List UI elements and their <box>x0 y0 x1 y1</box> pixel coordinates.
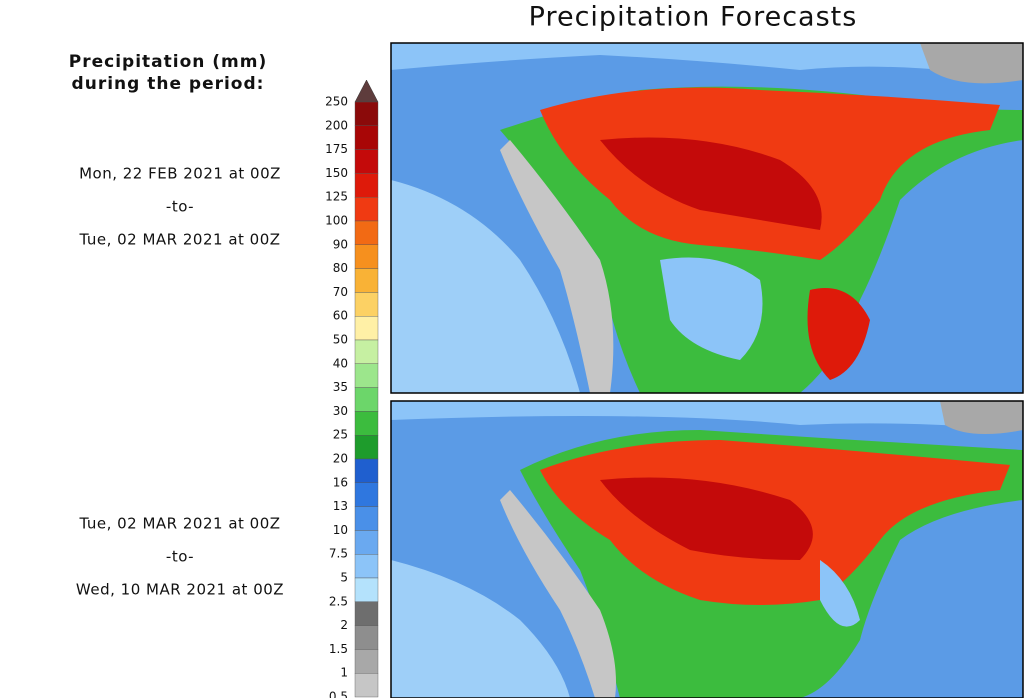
colorbar-label: 125 <box>325 190 348 204</box>
colorbar-cell <box>354 316 379 341</box>
period-sep: -to- <box>166 198 194 216</box>
colorbar-cell <box>354 411 379 436</box>
colorbar-cell <box>354 530 379 555</box>
colorbar-label: 1 <box>340 666 348 680</box>
period-end: Wed, 10 MAR 2021 at 00Z <box>76 581 284 599</box>
map-frame <box>390 42 1024 394</box>
colorbar-label: 60 <box>333 309 348 323</box>
colorbar-label: 16 <box>333 475 348 489</box>
colorbar-label: 35 <box>333 380 348 394</box>
colorbar-cell <box>354 387 379 412</box>
colorbar-label: 40 <box>333 356 348 370</box>
colorbar-cell <box>354 673 379 698</box>
colorbar-label: 13 <box>333 499 348 513</box>
colorbar-cell <box>354 625 379 650</box>
colorbar-label: 150 <box>325 166 348 180</box>
colorbar-label: 25 <box>333 428 348 442</box>
colorbar-label: 2 <box>340 618 348 632</box>
colorbar-cell <box>354 173 379 198</box>
colorbar-cell <box>354 554 379 579</box>
colorbar-label: 10 <box>333 523 348 537</box>
colorbar-cell <box>354 292 379 317</box>
colorbar-label: 70 <box>333 285 348 299</box>
colorbar-cell <box>354 458 379 483</box>
colorbar-label: 0.5 <box>329 690 348 698</box>
colorbar-label: 200 <box>325 118 348 132</box>
colorbar-label: 1.5 <box>329 642 348 656</box>
colorbar-cell <box>354 435 379 460</box>
colorbar-cell <box>354 149 379 174</box>
colorbar-cell <box>354 268 379 293</box>
legend-title: during the period: <box>72 74 265 94</box>
map-frame <box>390 400 1024 698</box>
colorbar-label: 30 <box>333 404 348 418</box>
colorbar-cell <box>354 363 379 388</box>
colorbar-cell <box>354 577 379 602</box>
colorbar-cell <box>354 220 379 245</box>
colorbar-label: 175 <box>325 142 348 156</box>
colorbar-label: 20 <box>333 452 348 466</box>
legend-title: Precipitation (mm) <box>69 52 268 72</box>
colorbar-cell <box>354 649 379 674</box>
colorbar-cell <box>354 244 379 269</box>
colorbar-cell <box>354 601 379 626</box>
colorbar-cell <box>354 339 379 364</box>
colorbar-label: 50 <box>333 333 348 347</box>
period-start: Mon, 22 FEB 2021 at 00Z <box>79 165 281 183</box>
map-panel <box>391 401 1023 698</box>
colorbar-cell <box>354 101 379 126</box>
colorbar-label: 7.5 <box>329 547 348 561</box>
period-sep: -to- <box>166 548 194 566</box>
colorbar-label: 2.5 <box>329 594 348 608</box>
map-panel <box>391 43 1023 393</box>
period-end: Tue, 02 MAR 2021 at 00Z <box>78 231 280 249</box>
colorbar-label: 5 <box>340 571 348 585</box>
title: Precipitation Forecasts <box>529 2 858 33</box>
colorbar-arrow <box>354 79 379 103</box>
colorbar-cell <box>354 482 379 507</box>
colorbar-cell <box>354 125 379 150</box>
colorbar-label: 90 <box>333 237 348 251</box>
colorbar-label: 100 <box>325 214 348 228</box>
colorbar-label: 80 <box>333 261 348 275</box>
colorbar-label: 250 <box>325 95 348 109</box>
colorbar-cell <box>354 196 379 222</box>
colorbar-cell <box>354 506 379 531</box>
period-start: Tue, 02 MAR 2021 at 00Z <box>78 515 280 533</box>
